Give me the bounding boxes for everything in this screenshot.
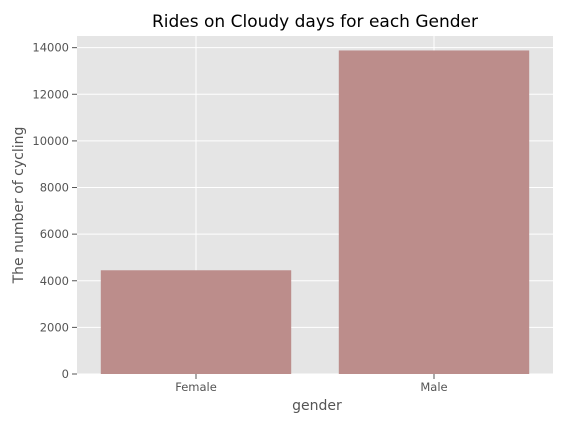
y-tick-label: 2000 — [40, 320, 69, 334]
y-tick-label: 4000 — [40, 274, 69, 288]
bar-male — [338, 50, 530, 374]
y-tick-label: 6000 — [40, 227, 69, 241]
y-tick-label: 12000 — [32, 87, 69, 101]
y-tick-label: 14000 — [32, 41, 69, 55]
x-tick-label: Female — [175, 380, 217, 394]
x-tick-label: Male — [420, 380, 447, 394]
chart-title: Rides on Cloudy days for each Gender — [152, 12, 478, 32]
bars — [100, 50, 530, 374]
y-tick-label: 0 — [62, 367, 69, 381]
y-tick-label: 8000 — [40, 181, 69, 195]
y-axis-ticks: 0 2000 4000 6000 8000 10000 12000 14000 — [32, 41, 77, 381]
y-axis-label: The number of cycling — [11, 127, 27, 285]
x-axis-label: gender — [292, 398, 342, 414]
bar-female — [100, 270, 292, 374]
x-axis-ticks: Female Male — [175, 374, 448, 394]
y-tick-label: 10000 — [32, 134, 69, 148]
